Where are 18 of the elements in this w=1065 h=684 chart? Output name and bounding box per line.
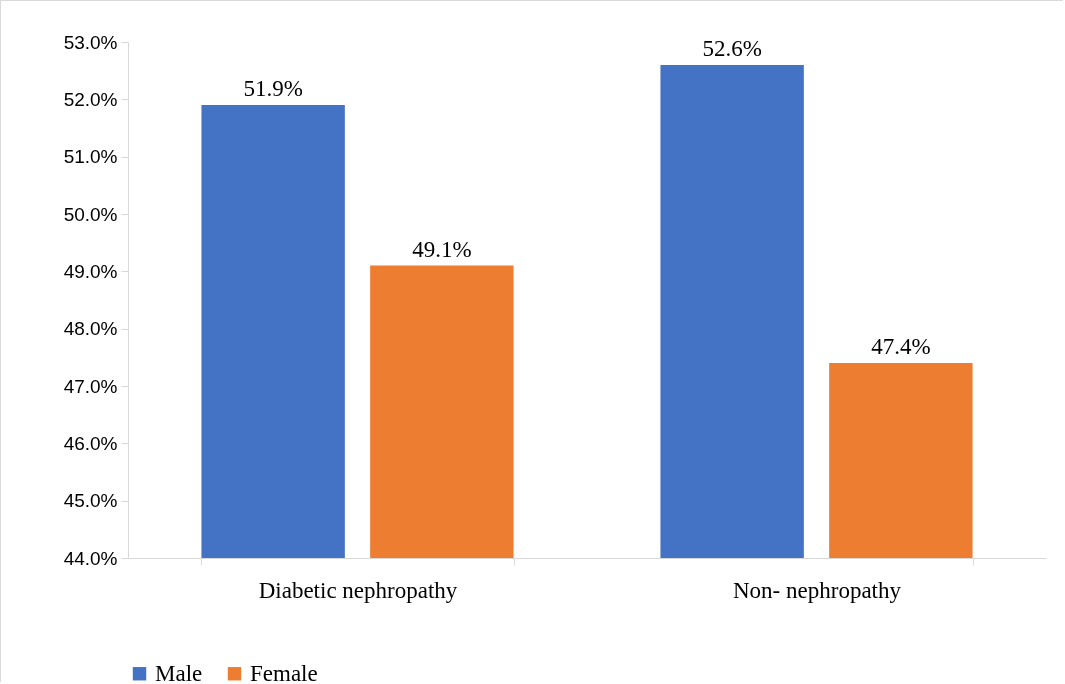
y-tick-label: 44.0%: [63, 547, 118, 569]
data-label: 47.4%: [871, 334, 931, 360]
data-label: 49.1%: [412, 236, 472, 262]
y-tick-label: 52.0%: [63, 88, 118, 110]
y-tick-label: 47.0%: [63, 375, 118, 397]
y-tick-label: 49.0%: [63, 260, 118, 282]
legend-label: Female: [250, 660, 318, 684]
y-tick-label: 53.0%: [63, 31, 118, 53]
x-tick-label: Diabetic nephropathy: [258, 577, 458, 603]
data-label: 52.6%: [702, 35, 762, 61]
data-label: 51.9%: [243, 76, 303, 102]
legend-label: Male: [155, 660, 203, 684]
x-tick-label: Non- nephropathy: [733, 577, 902, 603]
y-tick-label: 50.0%: [63, 203, 118, 225]
y-tick-label: 51.0%: [63, 146, 118, 168]
y-tick-label: 46.0%: [63, 432, 118, 454]
y-tick-label: 48.0%: [63, 318, 118, 340]
y-tick-label: 45.0%: [63, 490, 118, 512]
